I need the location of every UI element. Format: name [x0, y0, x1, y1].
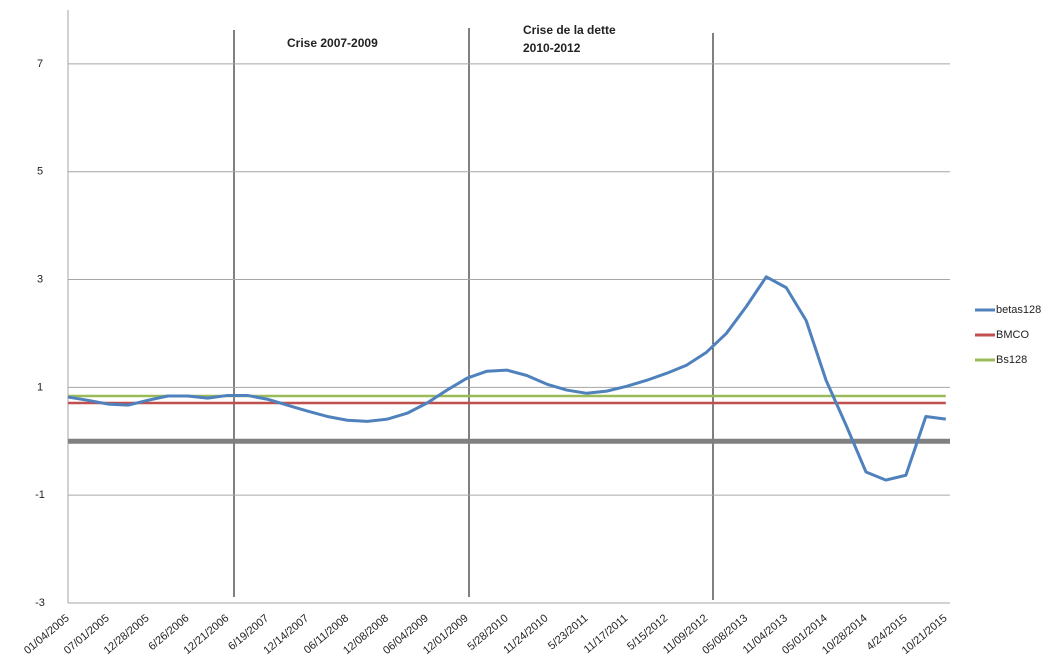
legend-label: betas128	[996, 304, 1041, 316]
y-tick-label: 7	[37, 58, 43, 70]
annotation: 2010-2012	[523, 41, 581, 55]
y-tick-label: -1	[35, 489, 45, 501]
y-tick-label: -3	[35, 597, 45, 609]
annotation: Crise 2007-2009	[287, 36, 378, 50]
series-line	[67, 275, 947, 482]
y-tick-label: 3	[37, 273, 43, 285]
y-tick-label: 1	[37, 381, 43, 393]
x-tick-label: 11/17/2011	[582, 612, 631, 656]
annotation: Crise de la dette	[523, 23, 616, 37]
y-tick-label: 5	[37, 166, 43, 178]
x-tick-label: 11/24/2010	[501, 612, 550, 656]
legend-label: Bs128	[996, 354, 1027, 366]
legend-label: BMCO	[996, 329, 1029, 341]
